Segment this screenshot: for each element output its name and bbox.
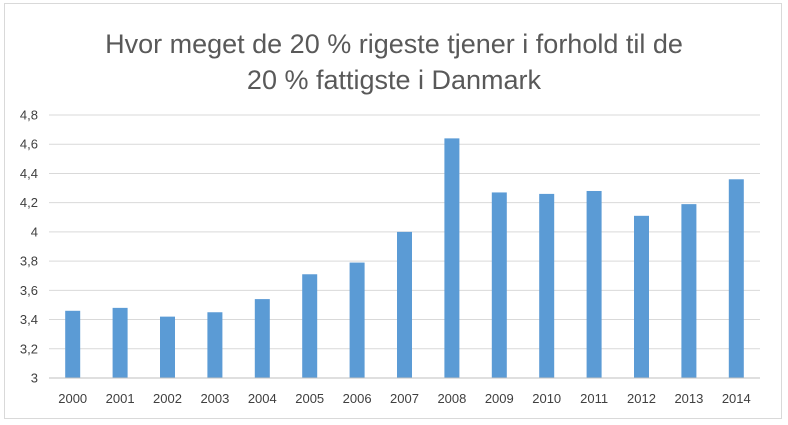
bars [65,138,744,378]
bar-2014 [728,179,744,378]
x-axis-tick-labels: 2000 2001 2002 2003 2004 2005 2006 2007 2008 2009… [58,391,751,406]
y-tick-label: 3 [31,371,38,386]
y-tick-label: 3,2 [20,341,38,356]
y-tick-label: 4,4 [20,166,38,181]
bar-2008 [444,138,460,378]
y-tick-label: 3,4 [20,312,38,327]
x-tick-label: 2001 [106,391,135,406]
bar-2000 [65,310,81,378]
chart-frame [4,3,782,419]
x-tick-label: 2011 [580,391,608,406]
chart-title-line-1: Hvor meget de 20 % rigeste tjener i forh… [105,29,683,59]
x-tick-label: 2007 [390,391,419,406]
bar-2006 [349,262,365,378]
y-tick-label: 4,6 [20,137,38,152]
y-tick-label: 4 [31,224,38,239]
bar-2001 [112,307,128,378]
bar-2004 [254,299,270,378]
bar-2003 [207,312,223,378]
bar-2002 [160,316,175,378]
bar-2010 [539,193,555,378]
x-tick-label: 2005 [295,391,324,406]
x-tick-label: 2014 [722,391,751,406]
bar-2007 [397,231,412,378]
x-tick-label: 2008 [437,391,466,406]
x-tick-label: 2004 [248,391,277,406]
bar-2005 [302,274,318,378]
x-tick-label: 2009 [485,391,514,406]
x-tick-label: 2003 [200,391,229,406]
bar-2012 [634,215,649,378]
y-tick-label: 3,8 [20,254,38,269]
x-tick-label: 2002 [153,391,182,406]
chart-title: Hvor meget de 20 % rigeste tjener i forh… [0,26,788,98]
x-tick-label: 2006 [343,391,372,406]
x-tick-label: 2000 [58,391,87,406]
x-tick-label: 2013 [674,391,703,406]
y-tick-label: 4,8 [20,108,38,123]
bar-2009 [491,192,507,378]
x-tick-label: 2012 [627,391,656,406]
x-tick-label: 2010 [532,391,561,406]
y-axis-tick-labels: 3 3,2 3,4 3,6 3,8 4 4,2 4,4 4,6 4,8 [20,108,38,386]
bar-2011 [586,190,602,378]
y-tick-label: 4,2 [20,195,38,210]
bar-2013 [681,204,697,378]
chart-title-line-2: 20 % fattigste i Danmark [246,65,542,95]
y-tick-label: 3,6 [20,283,38,298]
